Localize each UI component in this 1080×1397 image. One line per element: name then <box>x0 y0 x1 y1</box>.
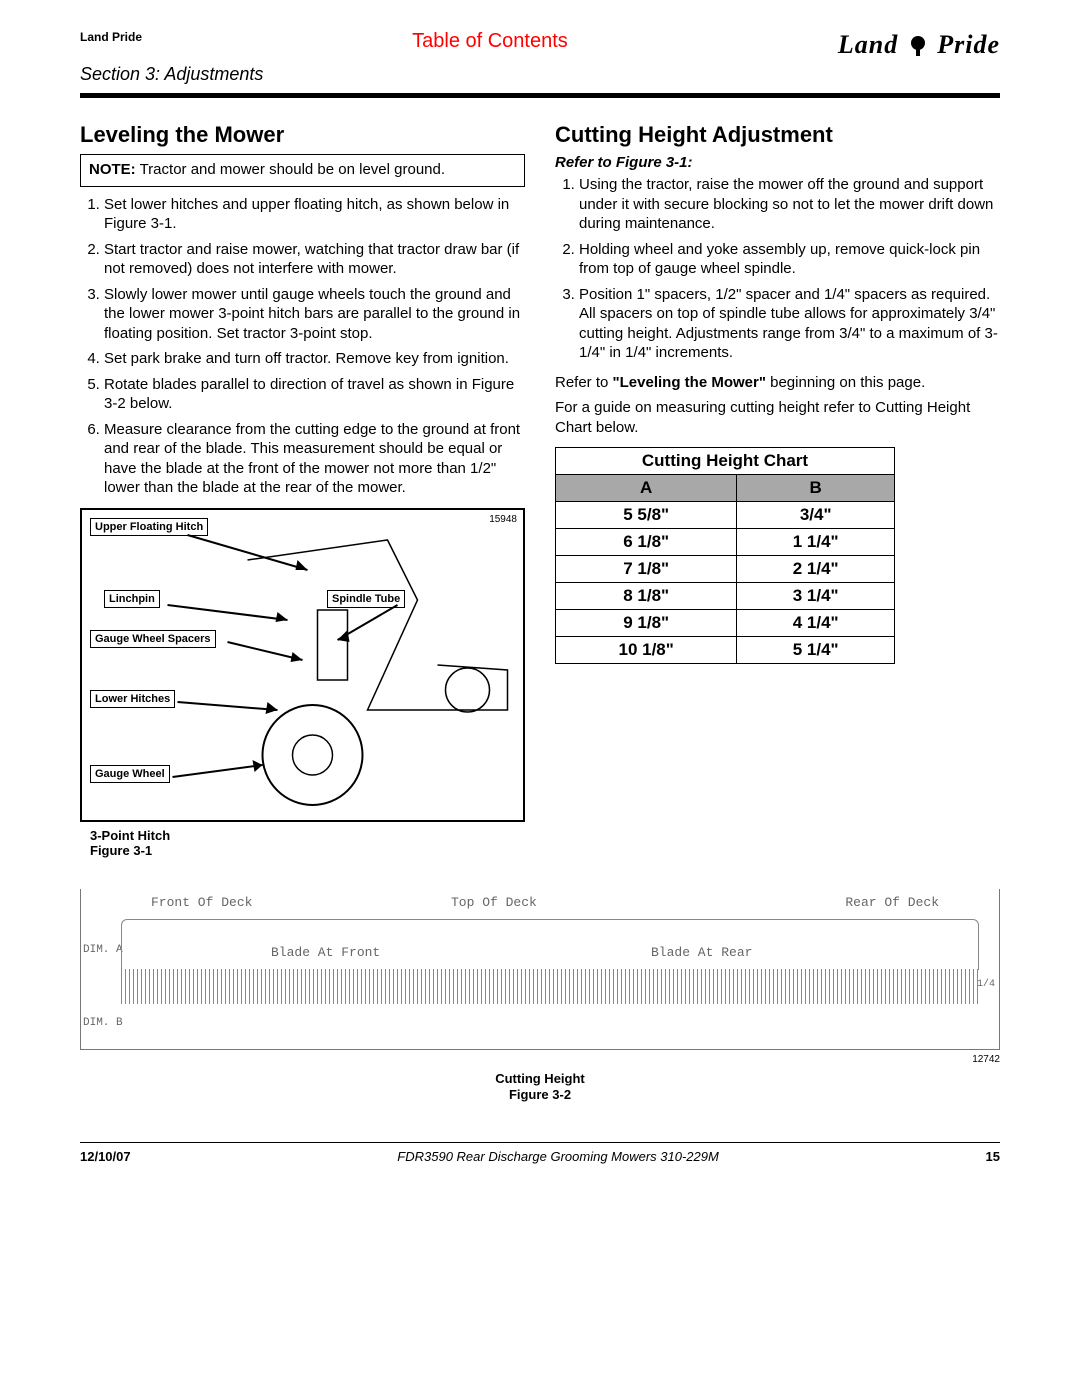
refer-figure: Refer to Figure 3-1: <box>555 154 1000 171</box>
chart-title: Cutting Height Chart <box>556 448 895 475</box>
chart-col-a: A <box>556 475 737 502</box>
rear-of-deck: Rear Of Deck <box>845 895 939 910</box>
chart-col-b: B <box>737 475 895 502</box>
figure-2-id: 12742 <box>80 1054 1000 1065</box>
figure-1-caption: 3-Point Hitch Figure 3-1 <box>80 828 525 859</box>
step: Start tractor and raise mower, watching … <box>104 240 525 279</box>
quarter-label: 1/4 <box>977 979 995 990</box>
dim-b: DIM. B <box>83 1017 123 1029</box>
step: Holding wheel and yoke assembly up, remo… <box>579 240 1000 279</box>
fig1-cap-2: Figure 3-1 <box>90 843 152 858</box>
chart-cell: 5 1/4" <box>737 637 895 664</box>
left-column: Leveling the Mower NOTE: Tractor and mow… <box>80 122 525 859</box>
step: Rotate blades parallel to direction of t… <box>104 375 525 414</box>
step: Measure clearance from the cutting edge … <box>104 420 525 498</box>
chart-cell: 8 1/8" <box>556 583 737 610</box>
chart-cell: 3/4" <box>737 502 895 529</box>
chart-cell: 7 1/8" <box>556 556 737 583</box>
chart-cell: 2 1/4" <box>737 556 895 583</box>
chart-cell: 10 1/8" <box>556 637 737 664</box>
right-column: Cutting Height Adjustment Refer to Figur… <box>555 122 1000 859</box>
figure-2-wrap: Front Of Deck Top Of Deck Rear Of Deck B… <box>80 889 1000 1102</box>
dim-a: DIM. A <box>83 944 123 956</box>
chart-cell: 9 1/8" <box>556 610 737 637</box>
step: Set lower hitches and upper floating hit… <box>104 195 525 234</box>
refer-paragraph: Refer to "Leveling the Mower" beginning … <box>555 373 1000 393</box>
note-label: NOTE: <box>89 161 136 178</box>
hitch-drawing <box>82 510 523 820</box>
page-footer: 12/10/07 FDR3590 Rear Discharge Grooming… <box>80 1142 1000 1164</box>
brand-small: Land Pride <box>80 30 142 44</box>
refer-post: beginning on this page. <box>766 374 925 391</box>
ground-hatch <box>121 969 979 1004</box>
chart-cell: 3 1/4" <box>737 583 895 610</box>
tree-icon <box>906 35 930 59</box>
chart-cell: 4 1/4" <box>737 610 895 637</box>
fig2-cap-1: Cutting Height <box>495 1071 585 1086</box>
note-box: NOTE: Tractor and mower should be on lev… <box>80 154 525 187</box>
front-of-deck: Front Of Deck <box>151 895 252 910</box>
footer-title: FDR3590 Rear Discharge Grooming Mowers 3… <box>397 1149 719 1164</box>
deck-outline <box>121 919 979 970</box>
step: Slowly lower mower until gauge wheels to… <box>104 285 525 344</box>
leveling-steps: Set lower hitches and upper floating hit… <box>80 195 525 498</box>
refer-bold: "Leveling the Mower" <box>613 374 766 391</box>
brand-logo: Land Pride <box>838 30 1000 60</box>
fig2-cap-2: Figure 3-2 <box>509 1087 571 1102</box>
section-heading: Section 3: Adjustments <box>80 64 1000 85</box>
toc-link[interactable]: Table of Contents <box>142 30 838 53</box>
guide-paragraph: For a guide on measuring cutting height … <box>555 398 1000 437</box>
figure-2: Front Of Deck Top Of Deck Rear Of Deck B… <box>80 889 1000 1050</box>
cutting-heading: Cutting Height Adjustment <box>555 122 1000 148</box>
cutting-steps: Using the tractor, raise the mower off t… <box>555 175 1000 363</box>
figure-1: 15948 Upper Floating Hitch Linchpin Spin… <box>80 508 525 822</box>
logo-text: Land <box>838 30 898 59</box>
cutting-height-chart: Cutting Height Chart A B 5 5/8"3/4" 6 1/… <box>555 447 895 664</box>
chart-cell: 1 1/4" <box>737 529 895 556</box>
step: Using the tractor, raise the mower off t… <box>579 175 1000 234</box>
chart-cell: 5 5/8" <box>556 502 737 529</box>
step: Position 1" spacers, 1/2" spacer and 1/4… <box>579 285 1000 363</box>
note-text: Tractor and mower should be on level gro… <box>140 161 445 178</box>
fig1-cap-1: 3-Point Hitch <box>90 828 170 843</box>
top-of-deck: Top Of Deck <box>451 895 537 910</box>
refer-pre: Refer to <box>555 374 613 391</box>
step: Set park brake and turn off tractor. Rem… <box>104 349 525 369</box>
footer-page: 15 <box>986 1149 1000 1164</box>
chart-cell: 6 1/8" <box>556 529 737 556</box>
header-rule <box>80 93 1000 98</box>
footer-date: 12/10/07 <box>80 1149 131 1164</box>
logo-text-2: Pride <box>937 30 1000 59</box>
leveling-heading: Leveling the Mower <box>80 122 525 148</box>
figure-2-caption: Cutting Height Figure 3-2 <box>80 1071 1000 1102</box>
